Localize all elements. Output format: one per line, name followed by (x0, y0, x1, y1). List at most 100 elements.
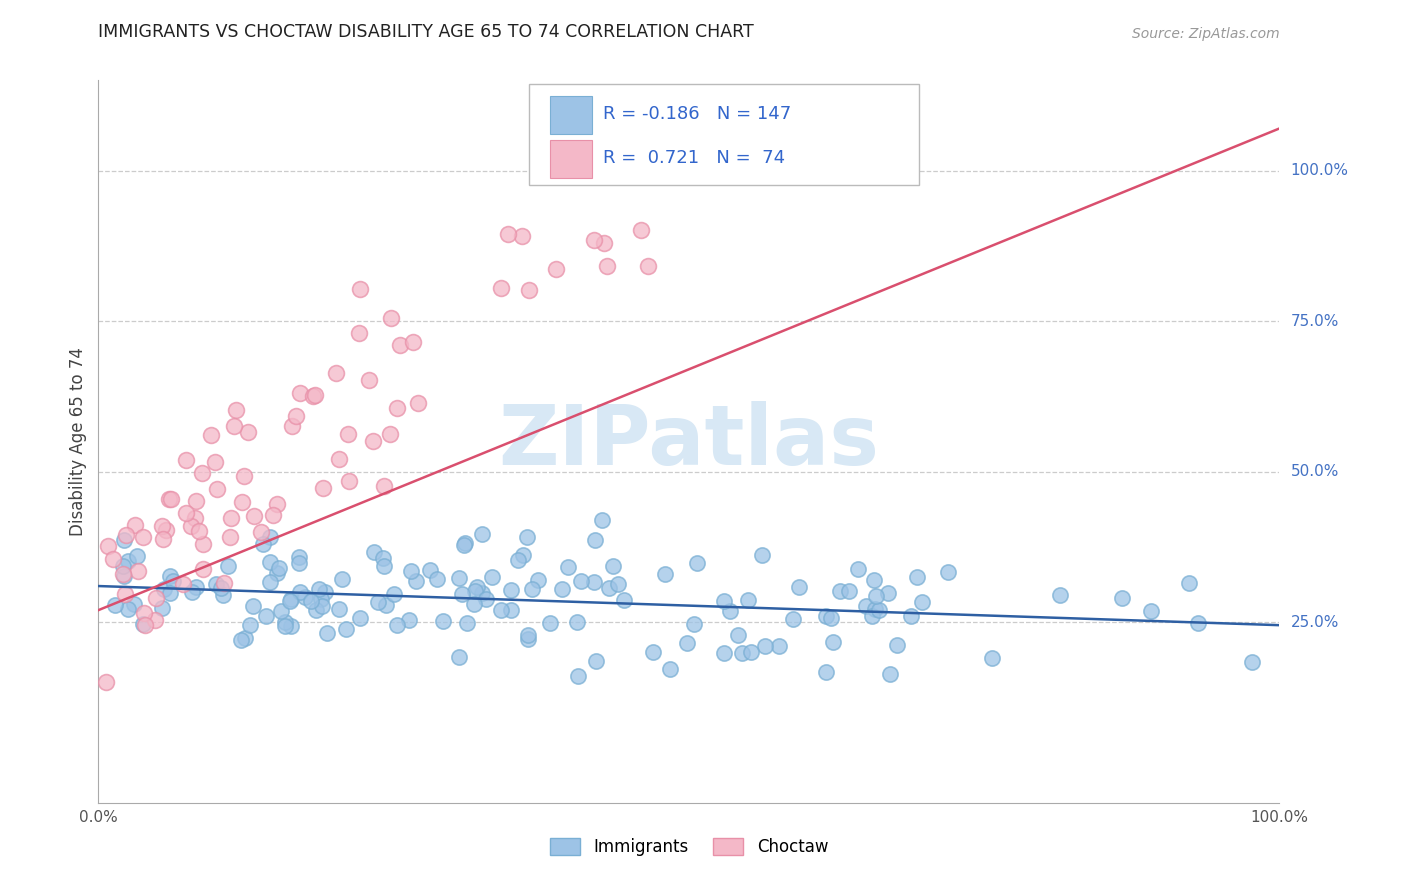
Point (309, 592, 332, 607)
Point (270, 604, 292, 618)
Point (1177, 576, 1199, 591)
Point (242, 599, 264, 614)
Point (233, 631, 256, 645)
Point (374, 598, 396, 612)
Point (259, 574, 281, 589)
Point (131, 617, 153, 632)
Point (114, 533, 136, 547)
Point (114, 587, 136, 601)
Point (905, 570, 928, 584)
Point (347, 326, 370, 341)
Point (591, 513, 613, 527)
Point (475, 592, 498, 607)
Point (489, 603, 512, 617)
Point (267, 561, 290, 575)
Point (278, 594, 301, 608)
Point (713, 594, 735, 608)
Point (876, 586, 898, 600)
Point (582, 233, 605, 247)
Point (516, 530, 538, 544)
Point (361, 434, 384, 448)
Point (212, 588, 235, 602)
Point (287, 556, 309, 570)
Point (96, 539, 118, 553)
Point (239, 618, 262, 632)
Point (730, 646, 752, 660)
Point (637, 260, 659, 274)
Point (112, 568, 135, 582)
Text: 100.0%: 100.0% (1291, 163, 1348, 178)
Point (676, 636, 699, 650)
Point (378, 427, 401, 442)
Point (630, 223, 652, 237)
Point (259, 530, 281, 544)
Point (583, 533, 606, 547)
Point (312, 482, 335, 496)
Point (96, 675, 118, 690)
Point (325, 366, 347, 380)
Point (200, 428, 222, 442)
Point (181, 584, 204, 599)
Point (569, 574, 592, 588)
Point (1140, 604, 1163, 618)
Point (217, 558, 239, 573)
Point (262, 508, 284, 523)
Point (314, 585, 336, 599)
Point (152, 532, 174, 546)
Point (274, 615, 297, 629)
Point (713, 646, 735, 660)
Point (517, 628, 540, 642)
Point (583, 574, 606, 589)
Point (225, 403, 247, 417)
Point (613, 593, 636, 607)
Point (335, 622, 357, 636)
Point (911, 594, 934, 608)
Point (754, 639, 776, 653)
Point (187, 524, 209, 539)
Point (250, 524, 273, 539)
Point (402, 335, 425, 350)
Point (373, 551, 395, 566)
Point (153, 582, 176, 596)
Point (593, 236, 616, 251)
Point (236, 425, 259, 439)
Point (426, 572, 449, 586)
Point (132, 530, 155, 544)
Point (820, 611, 842, 625)
Point (865, 590, 887, 604)
Point (117, 553, 139, 567)
Point (266, 497, 288, 511)
Point (180, 519, 202, 533)
Point (385, 618, 408, 632)
Point (222, 419, 245, 434)
Point (740, 644, 762, 658)
Point (419, 564, 441, 578)
Point (900, 608, 922, 623)
Legend: Immigrants, Choctaw: Immigrants, Choctaw (550, 838, 828, 856)
Point (606, 577, 628, 591)
Point (527, 573, 550, 587)
Point (112, 559, 135, 574)
Point (124, 518, 146, 533)
Point (328, 602, 350, 616)
Point (454, 536, 477, 550)
Point (159, 491, 181, 506)
FancyBboxPatch shape (550, 140, 592, 178)
Point (155, 523, 177, 537)
Point (380, 310, 402, 325)
Point (337, 474, 360, 488)
Point (145, 591, 167, 605)
Point (720, 604, 742, 618)
Point (498, 227, 520, 241)
Point (305, 603, 328, 617)
Point (464, 584, 486, 599)
Point (399, 564, 422, 578)
Point (259, 555, 281, 569)
Point (886, 638, 908, 652)
Point (231, 495, 253, 509)
Point (522, 582, 544, 596)
Point (150, 600, 173, 615)
Point (499, 582, 522, 597)
Text: IMMIGRANTS VS CHOCTAW DISABILITY AGE 65 TO 74 CORRELATION CHART: IMMIGRANTS VS CHOCTAW DISABILITY AGE 65 … (98, 22, 754, 40)
Text: 25.0%: 25.0% (1291, 615, 1339, 630)
